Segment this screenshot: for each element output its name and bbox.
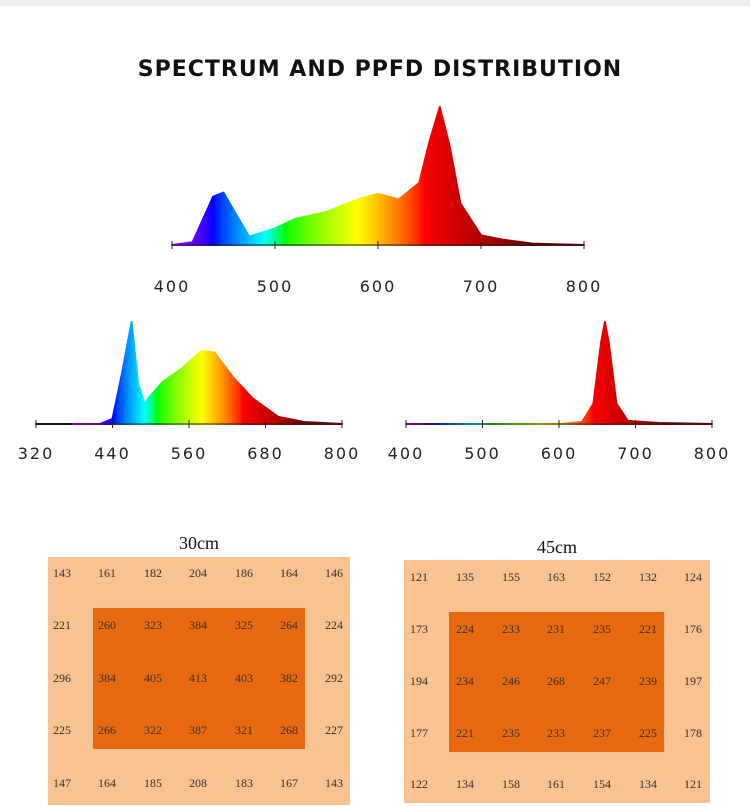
x-tick-label: 500 — [464, 444, 501, 463]
spectrum-area — [35, 321, 343, 425]
x-tick-label: 500 — [257, 277, 294, 296]
ppfd-value: 224 — [456, 622, 474, 636]
ppfd-value: 225 — [639, 726, 657, 740]
ppfd-value: 268 — [547, 674, 565, 688]
page-title: SPECTRUM AND PPFD DISTRIBUTION — [138, 57, 622, 82]
ppfd-value: 167 — [280, 776, 298, 790]
ppfd-value: 233 — [502, 622, 520, 636]
ppfd-value: 132 — [639, 570, 657, 584]
ppfd-value: 158 — [502, 777, 520, 791]
ppfd-value: 164 — [98, 776, 116, 790]
x-tick-label: 800 — [694, 444, 731, 463]
ppfd-value: 163 — [547, 570, 565, 584]
ppfd-value: 227 — [325, 723, 343, 737]
ppfd-value: 268 — [280, 723, 298, 737]
x-tick-label: 700 — [617, 444, 654, 463]
ppfd-value: 182 — [144, 566, 162, 580]
ppfd-value: 177 — [410, 726, 428, 740]
ppfd-value: 121 — [410, 570, 428, 584]
ppfd-value: 321 — [235, 723, 253, 737]
ppfd-value: 403 — [235, 671, 253, 685]
ppfd-value: 186 — [235, 566, 253, 580]
x-tick-label: 800 — [566, 277, 603, 296]
ppfd-value: 152 — [593, 570, 611, 584]
ppfd-value: 413 — [189, 671, 207, 685]
ppfd-value: 231 — [547, 622, 565, 636]
grid-label: 30cm — [179, 533, 219, 553]
ppfd-value: 197 — [684, 674, 702, 688]
ppfd-value: 387 — [189, 723, 207, 737]
ppfd-value: 233 — [547, 726, 565, 740]
ppfd-value: 405 — [144, 671, 162, 685]
ppfd-value: 384 — [189, 618, 207, 632]
ppfd-value: 143 — [53, 566, 71, 580]
x-tick-label: 700 — [463, 277, 500, 296]
ppfd-value: 325 — [235, 618, 253, 632]
spectrum-area — [405, 321, 713, 425]
grid-label: 45cm — [537, 537, 577, 557]
ppfd-value: 322 — [144, 723, 162, 737]
ppfd-value: 146 — [325, 566, 343, 580]
top-strip — [0, 0, 750, 6]
x-tick-label: 400 — [388, 444, 425, 463]
ppfd-value: 124 — [684, 570, 702, 584]
ppfd-value: 260 — [98, 618, 116, 632]
ppfd-value: 122 — [410, 777, 428, 791]
ppfd-value: 247 — [593, 674, 611, 688]
ppfd-value: 161 — [547, 777, 565, 791]
ppfd-value: 264 — [280, 618, 298, 632]
x-tick-label: 400 — [154, 277, 191, 296]
ppfd-value: 246 — [502, 674, 520, 688]
ppfd-value: 185 — [144, 776, 162, 790]
ppfd-inner — [93, 608, 305, 749]
ppfd-value: 164 — [280, 566, 298, 580]
ppfd-value: 266 — [98, 723, 116, 737]
ppfd-value: 135 — [456, 570, 474, 584]
ppfd-value: 221 — [456, 726, 474, 740]
x-tick-label: 600 — [360, 277, 397, 296]
x-tick-label: 680 — [247, 444, 284, 463]
ppfd-value: 134 — [456, 777, 474, 791]
ppfd-value: 161 — [98, 566, 116, 580]
ppfd-value: 134 — [639, 777, 657, 791]
ppfd-value: 194 — [410, 674, 428, 688]
ppfd-value: 176 — [684, 622, 702, 636]
ppfd-value: 208 — [189, 776, 207, 790]
ppfd-value: 224 — [325, 618, 343, 632]
ppfd-value: 155 — [502, 570, 520, 584]
ppfd-value: 121 — [684, 777, 702, 791]
ppfd-value: 237 — [593, 726, 611, 740]
ppfd-value: 239 — [639, 674, 657, 688]
ppfd-value: 143 — [325, 776, 343, 790]
ppfd-value: 225 — [53, 723, 71, 737]
x-tick-label: 440 — [94, 444, 131, 463]
ppfd-value: 221 — [639, 622, 657, 636]
ppfd-value: 178 — [684, 726, 702, 740]
x-tick-label: 320 — [18, 444, 55, 463]
ppfd-value: 221 — [53, 618, 71, 632]
ppfd-value: 154 — [593, 777, 611, 791]
x-tick-label: 600 — [541, 444, 578, 463]
ppfd-value: 235 — [502, 726, 520, 740]
ppfd-value: 147 — [53, 776, 71, 790]
ppfd-value: 296 — [53, 671, 71, 685]
spectrum-area — [171, 106, 585, 246]
ppfd-value: 173 — [410, 622, 428, 636]
ppfd-value: 292 — [325, 671, 343, 685]
x-tick-label: 800 — [324, 444, 361, 463]
ppfd-value: 323 — [144, 618, 162, 632]
ppfd-value: 234 — [456, 674, 474, 688]
ppfd-inner — [449, 612, 664, 752]
ppfd-value: 183 — [235, 776, 253, 790]
ppfd-value: 204 — [189, 566, 207, 580]
x-tick-label: 560 — [171, 444, 208, 463]
ppfd-value: 384 — [98, 671, 116, 685]
ppfd-value: 382 — [280, 671, 298, 685]
ppfd-value: 235 — [593, 622, 611, 636]
